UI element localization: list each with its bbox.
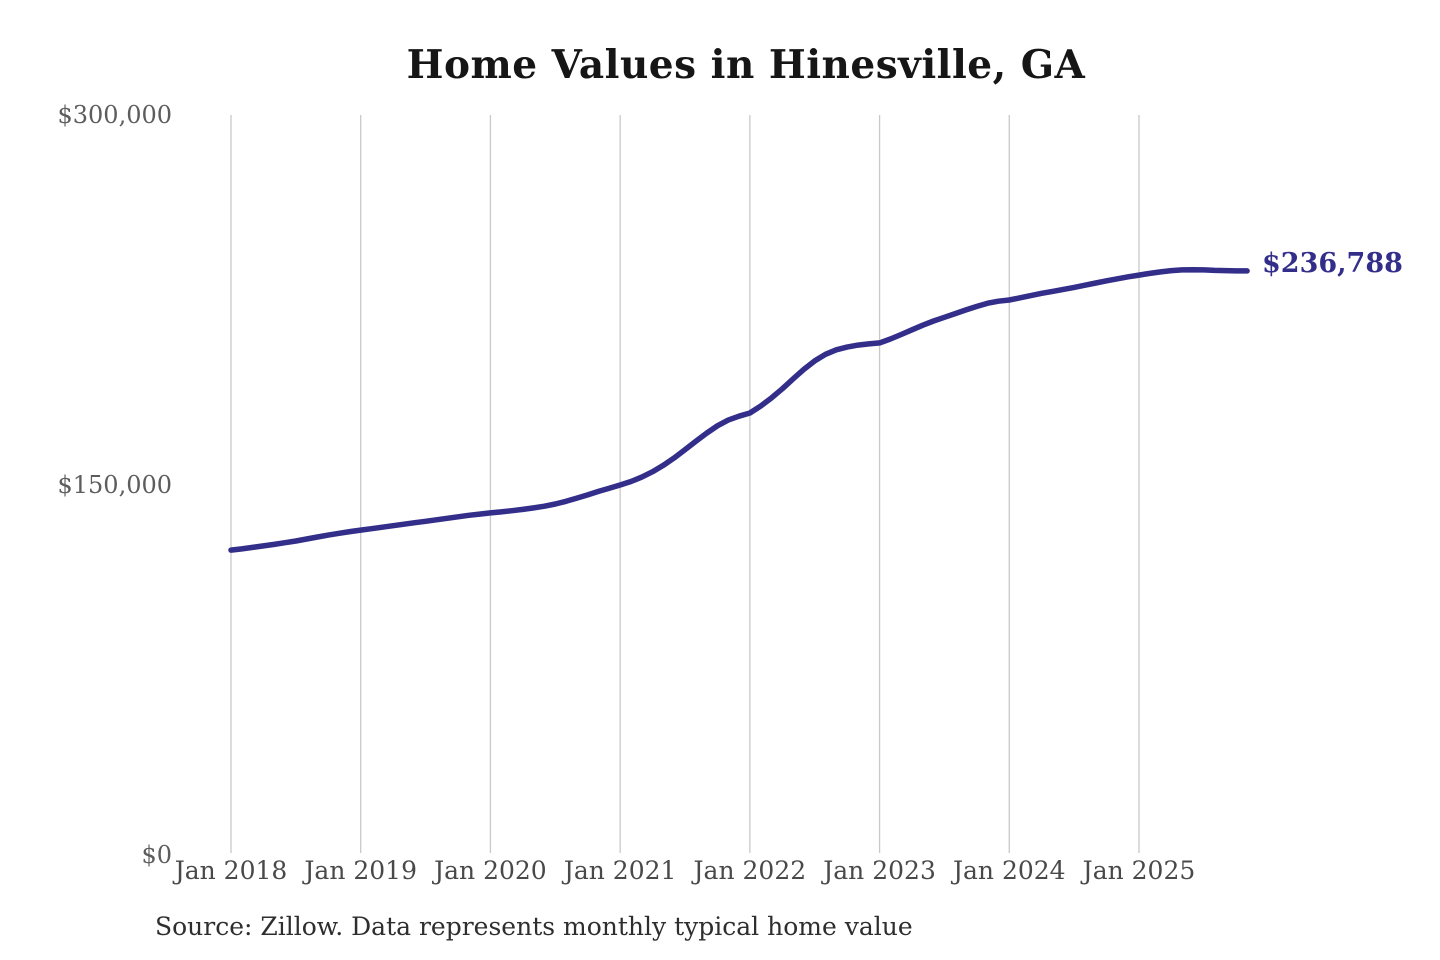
x-axis-tick-label: Jan 2022 xyxy=(693,856,807,885)
home-value-line xyxy=(228,266,1250,553)
chart-title: Home Values in Hinesville, GA xyxy=(406,42,1086,88)
x-axis-tick-label: Jan 2024 xyxy=(952,856,1066,885)
x-axis-tick-label: Jan 2018 xyxy=(174,856,288,885)
x-axis-tick-label: Jan 2019 xyxy=(304,856,417,885)
y-axis-tick-label: $150,000 xyxy=(57,471,172,499)
source-note: Source: Zillow. Data represents monthly … xyxy=(155,912,913,941)
y-axis-tick-label: $0 xyxy=(141,841,172,869)
x-axis-tick-label: Jan 2020 xyxy=(434,856,547,885)
x-axis-tick-label: Jan 2023 xyxy=(823,856,936,885)
y-axis-tick-label: $300,000 xyxy=(57,101,172,129)
x-axis-tick-label: Jan 2025 xyxy=(1082,856,1196,885)
x-axis-tick-label: Jan 2021 xyxy=(563,856,677,885)
latest-value-label: $236,788 xyxy=(1262,248,1403,279)
